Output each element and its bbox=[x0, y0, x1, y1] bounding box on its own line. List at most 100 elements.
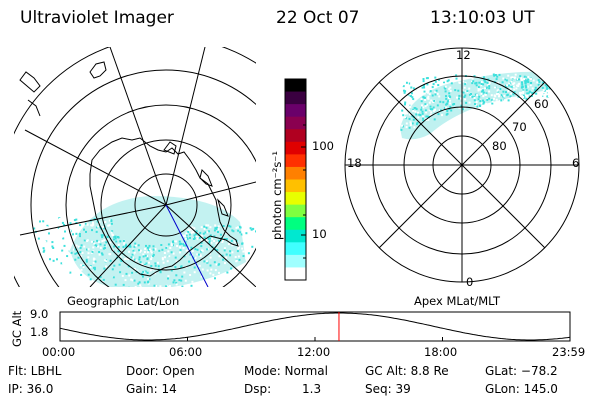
colorbar-band bbox=[285, 129, 306, 143]
aurora-speckle bbox=[538, 80, 541, 83]
aurora-speckle bbox=[130, 278, 133, 281]
aurora-speckle bbox=[209, 234, 212, 237]
aurora-speckle bbox=[38, 232, 40, 234]
aurora-speckle bbox=[171, 242, 174, 245]
aurora-speckle bbox=[413, 126, 416, 129]
aurora-speckle bbox=[195, 235, 198, 238]
aurora-speckle bbox=[159, 271, 162, 274]
aurora-speckle bbox=[135, 290, 137, 292]
aurora-speckle bbox=[123, 258, 126, 261]
aurora-speckle bbox=[218, 263, 221, 266]
aurora-speckle bbox=[448, 92, 451, 95]
aurora-speckle bbox=[430, 82, 433, 85]
aurora-speckle bbox=[197, 253, 200, 256]
aurora-speckle bbox=[144, 270, 147, 273]
aurora-speckle bbox=[496, 75, 499, 78]
aurora-speckle bbox=[422, 119, 425, 122]
aurora-speckle bbox=[506, 94, 509, 97]
aurora-speckle bbox=[145, 244, 147, 247]
aurora-speckle bbox=[520, 76, 523, 79]
aurora-speckle bbox=[447, 79, 450, 82]
aurora-speckle bbox=[484, 93, 487, 96]
aurora-speckle bbox=[117, 243, 120, 246]
aurora-speckle bbox=[194, 236, 196, 239]
aurora-speckle bbox=[503, 94, 506, 97]
aurora-speckle bbox=[46, 221, 49, 223]
aurora-speckle bbox=[430, 99, 433, 102]
aurora-speckle bbox=[404, 116, 407, 119]
aurora-speckle bbox=[516, 78, 519, 81]
aurora-speckle bbox=[262, 235, 264, 237]
aurora-speckle bbox=[209, 237, 212, 240]
aurora-speckle bbox=[505, 91, 507, 94]
aurora-speckle bbox=[418, 82, 421, 85]
date-label: 22 Oct 07 bbox=[276, 8, 360, 28]
aurora-speckle bbox=[129, 245, 132, 248]
aurora-speckle bbox=[250, 228, 253, 231]
aurora-speckle bbox=[450, 77, 453, 80]
aurora-speckle bbox=[72, 233, 74, 236]
aurora-speckle bbox=[466, 90, 469, 93]
aurora-speckle bbox=[113, 238, 115, 241]
aurora-speckle bbox=[73, 219, 76, 222]
aurora-speckle bbox=[527, 81, 530, 83]
aurora-speckle bbox=[225, 238, 228, 241]
aurora-speckle bbox=[514, 73, 517, 76]
aurora-speckle bbox=[543, 93, 546, 96]
aurora-speckle bbox=[508, 82, 511, 85]
aurora-speckle bbox=[203, 236, 206, 239]
aurora-speckle bbox=[482, 99, 484, 102]
aurora-speckle bbox=[137, 282, 140, 285]
aurora-speckle bbox=[215, 242, 218, 245]
aurora-speckle bbox=[72, 218, 75, 220]
aurora-speckle bbox=[429, 113, 432, 116]
aurora-speckle bbox=[477, 86, 480, 89]
timeline-xtick-1: 06:00 bbox=[169, 345, 203, 359]
aurora-speckle bbox=[78, 233, 81, 235]
aurora-speckle bbox=[184, 279, 187, 282]
aurora-speckle bbox=[80, 244, 83, 247]
aurora-speckle bbox=[507, 84, 510, 87]
aurora-speckle bbox=[125, 244, 127, 247]
aurora-speckle bbox=[178, 279, 181, 282]
aurora-speckle bbox=[498, 94, 501, 97]
aurora-speckle bbox=[147, 277, 150, 280]
aurora-speckle bbox=[51, 217, 54, 220]
aurora-speckle bbox=[251, 245, 254, 248]
aurora-speckle bbox=[43, 251, 46, 254]
aurora-speckle bbox=[509, 95, 512, 98]
aurora-speckle bbox=[200, 238, 203, 241]
aurora-speckle bbox=[405, 81, 408, 84]
aurora-speckle bbox=[60, 217, 63, 220]
aurora-speckle bbox=[478, 81, 481, 84]
aurora-speckle bbox=[504, 78, 507, 81]
aurora-speckle bbox=[474, 93, 477, 96]
aurora-speckle bbox=[42, 247, 45, 250]
aurora-speckle bbox=[188, 247, 191, 250]
aurora-speckle bbox=[142, 275, 144, 278]
aurora-speckle bbox=[403, 91, 406, 94]
aurora-speckle bbox=[231, 244, 234, 247]
aurora-speckle bbox=[442, 101, 445, 104]
aurora-speckle bbox=[493, 97, 495, 100]
aurora-speckle bbox=[507, 74, 510, 77]
aurora-speckle bbox=[99, 243, 102, 246]
aurora-speckle bbox=[183, 271, 186, 274]
aurora-speckle bbox=[424, 109, 427, 112]
aurora-speckle bbox=[419, 94, 422, 97]
aurora-speckle bbox=[412, 98, 415, 101]
aurora-speckle bbox=[187, 231, 190, 233]
aurora-speckle bbox=[146, 271, 149, 274]
aurora-speckle bbox=[206, 248, 209, 251]
aurora-speckle bbox=[127, 258, 130, 260]
aurora-speckle bbox=[477, 88, 480, 91]
aurora-speckle bbox=[193, 227, 196, 230]
aurora-speckle bbox=[62, 237, 65, 240]
aurora-speckle bbox=[66, 257, 69, 260]
aurora-speckle bbox=[510, 86, 513, 89]
aurora-speckle bbox=[100, 252, 103, 255]
aurora-speckle bbox=[432, 83, 435, 86]
aurora-speckle bbox=[400, 128, 403, 131]
aurora-speckle bbox=[123, 242, 126, 245]
aurora-speckle bbox=[402, 114, 405, 117]
